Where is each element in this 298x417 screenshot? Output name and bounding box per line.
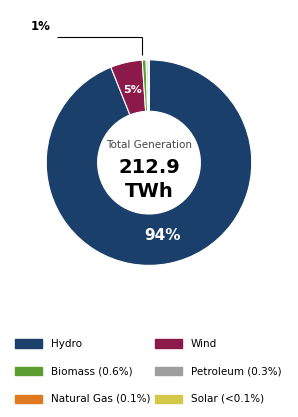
FancyBboxPatch shape <box>155 394 182 403</box>
Text: Natural Gas (0.1%): Natural Gas (0.1%) <box>51 394 150 404</box>
Text: Biomass (0.6%): Biomass (0.6%) <box>51 366 132 376</box>
Wedge shape <box>148 60 149 111</box>
Text: Hydro: Hydro <box>51 339 82 349</box>
Text: 94%: 94% <box>145 228 181 243</box>
Wedge shape <box>146 60 148 111</box>
FancyBboxPatch shape <box>15 367 42 375</box>
Wedge shape <box>46 60 252 265</box>
Text: 5%: 5% <box>123 85 142 95</box>
Text: Wind: Wind <box>191 339 217 349</box>
Text: 1%: 1% <box>31 20 51 33</box>
FancyBboxPatch shape <box>15 339 42 348</box>
Text: Solar (<0.1%): Solar (<0.1%) <box>191 394 264 404</box>
Text: Total Generation: Total Generation <box>106 140 192 150</box>
Text: Petroleum (0.3%): Petroleum (0.3%) <box>191 366 281 376</box>
FancyBboxPatch shape <box>155 339 182 348</box>
Text: 212.9: 212.9 <box>118 158 180 177</box>
FancyBboxPatch shape <box>15 394 42 403</box>
Wedge shape <box>111 60 146 115</box>
Text: TWh: TWh <box>125 182 173 201</box>
FancyBboxPatch shape <box>155 367 182 375</box>
Wedge shape <box>142 60 148 111</box>
